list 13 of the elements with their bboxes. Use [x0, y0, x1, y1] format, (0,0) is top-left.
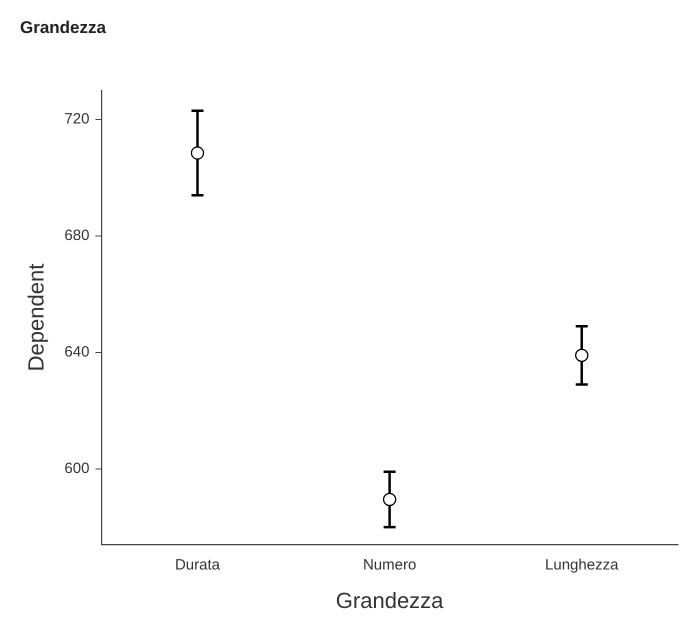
chart-title: Grandezza: [20, 18, 107, 37]
x-tick-label: Lunghezza: [545, 556, 620, 574]
y-tick-label: 680: [64, 227, 90, 244]
x-axis-title: Grandezza: [336, 588, 444, 613]
point: [190, 146, 204, 160]
y-tick-label: 640: [64, 344, 90, 361]
x-tick-label: Durata: [174, 556, 221, 574]
y-tick-label: 720: [64, 110, 90, 128]
x-tick-label: Numero: [362, 556, 416, 574]
point: [575, 348, 588, 362]
y-axis-title: Dependent: [23, 264, 48, 372]
point: [383, 492, 396, 506]
y-tick-label: 600: [64, 460, 90, 478]
